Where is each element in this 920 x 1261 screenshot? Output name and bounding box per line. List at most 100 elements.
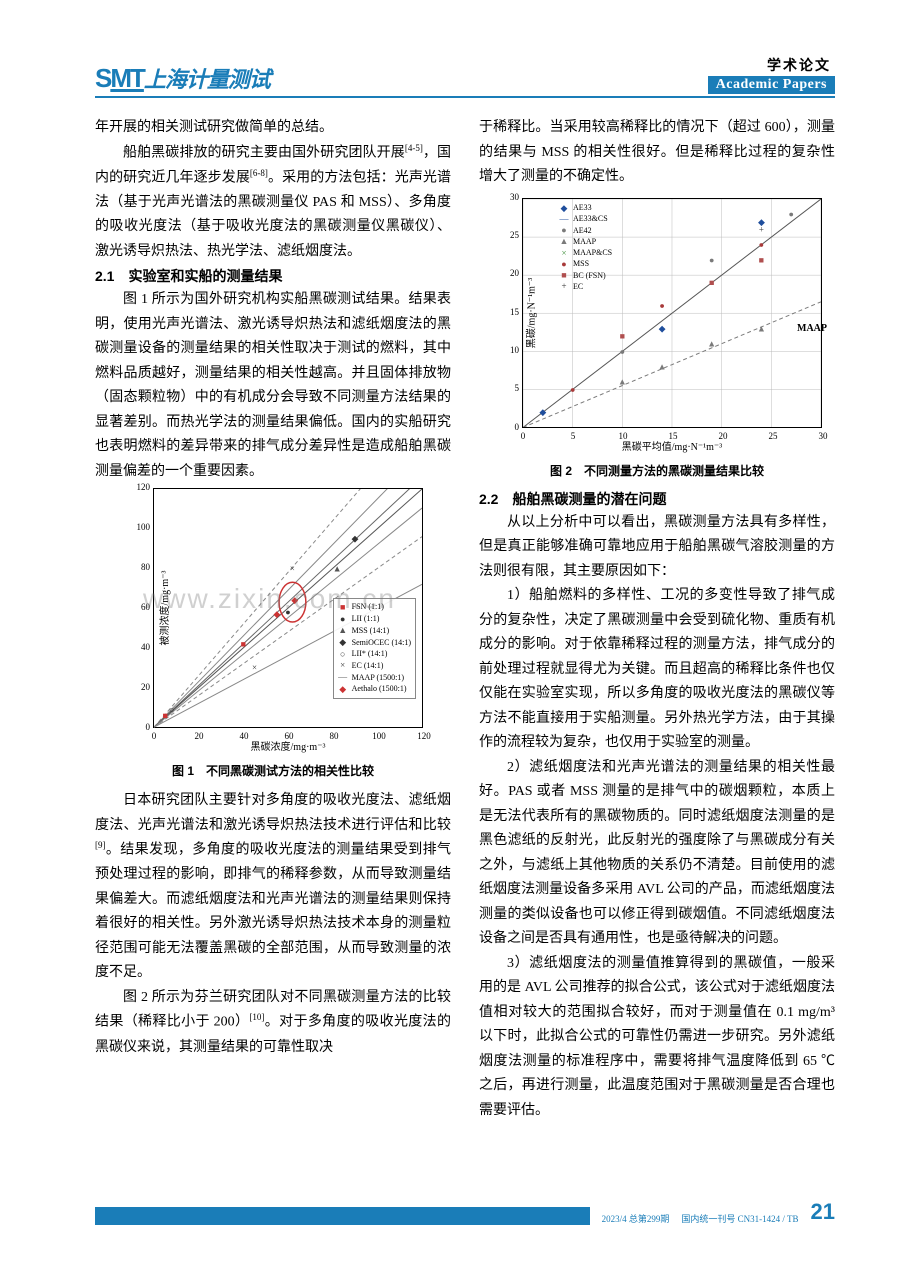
tick-label: 20	[195, 731, 204, 741]
legend-item: —MAAP (1500:1)	[338, 672, 411, 684]
body-text: 图 2 所示为芬兰研究团队对不同黑碳测量方法的比较结果（稀释比小于 200）[1…	[95, 986, 451, 1060]
chart-2-ylabel: 黑碳/mg·N⁻¹m⁻³	[523, 277, 538, 347]
right-column: 于稀释比。当采用较高稀释比的情况下（超过 600），测量的结果与 MSS 的相关…	[479, 116, 835, 1123]
footer-issue: 2023/4 总第299期	[602, 1212, 670, 1225]
citation: [9]	[95, 840, 106, 850]
svg-text:▲: ▲	[658, 361, 667, 371]
two-column-body: 年开展的相关测试研究做简单的总结。 船舶黑碳排放的研究主要由国外研究团队开展[4…	[95, 116, 835, 1123]
tick-label: 0	[134, 722, 150, 732]
svg-text:◆: ◆	[659, 323, 666, 333]
body-text: 从以上分析中可以看出，黑碳测量方法具有多样性，但是真正能够准确可靠地应用于船舶黑…	[479, 511, 835, 585]
svg-text:■: ■	[759, 254, 764, 264]
tick-label: 5	[571, 431, 576, 441]
figure-2-caption: 图 2 不同测量方法的黑碳测量结果比较	[492, 462, 822, 479]
legend-item: ○LII* (14:1)	[338, 649, 411, 661]
svg-text:×: ×	[252, 663, 257, 673]
chart-1-plot: ■■●▲◆×○◆◆× 被测浓度/mg·m⁻³ 黑碳浓度/mg·m⁻³ ■FSN …	[153, 488, 423, 728]
tick-label: 100	[134, 522, 150, 532]
text-run: 。结果发现，多角度的吸收光度法的测量结果受到排气预处理过程的影响，即排气的稀释参…	[95, 843, 451, 981]
section-badge: 学术论文 Academic Papers	[708, 55, 835, 94]
figure-1-caption: 图 1 不同黑碳测试方法的相关性比较	[123, 762, 423, 779]
tick-label: 5	[503, 383, 519, 393]
tick-label: 25	[503, 230, 519, 240]
footer-issn: 国内统一刊号 CN31-1424 / TB	[681, 1212, 798, 1225]
svg-text:◆: ◆	[352, 534, 359, 544]
citation: [10]	[249, 1012, 264, 1022]
legend-item: ×EC (14:1)	[338, 660, 411, 672]
svg-text:●: ●	[570, 384, 575, 394]
svg-text:●: ●	[620, 346, 625, 356]
svg-text:▲: ▲	[618, 376, 627, 386]
tick-label: 0	[503, 422, 519, 432]
legend-item: ×MAAP&CS	[559, 248, 612, 259]
tick-label: 120	[134, 482, 150, 492]
legend-item: +EC	[559, 281, 612, 292]
svg-text:●: ●	[659, 300, 664, 310]
svg-text:◆: ◆	[539, 407, 546, 417]
page-root: SMT上海计量测试 SHANGHAI MEASUREMENT AND TESTI…	[0, 0, 920, 1123]
svg-text:▲: ▲	[707, 338, 716, 348]
tick-label: 80	[134, 562, 150, 572]
chart-1-ylabel: 被测浓度/mg·m⁻³	[156, 571, 171, 646]
body-text: 日本研究团队主要针对多角度的吸收光度法、滤纸烟度法、光声光谱法和激光诱导炽热法技…	[95, 789, 451, 986]
svg-text:+: +	[759, 224, 764, 234]
svg-text:■: ■	[620, 331, 625, 341]
body-text: 年开展的相关测试研究做简单的总结。	[95, 116, 451, 141]
legend-item: ■FSN (1:1)	[338, 602, 411, 614]
tick-label: 20	[134, 682, 150, 692]
tick-label: 0	[152, 731, 157, 741]
tick-label: 15	[503, 307, 519, 317]
page-footer: 2023/4 总第299期 国内统一刊号 CN31-1424 / TB 21	[95, 1199, 835, 1225]
journal-logo: SMT上海计量测试 SHANGHAI MEASUREMENT AND TESTI…	[95, 62, 270, 94]
svg-text:●: ●	[788, 209, 793, 219]
tick-label: 60	[134, 602, 150, 612]
svg-text:■: ■	[709, 277, 714, 287]
svg-text:■: ■	[162, 711, 167, 721]
tick-label: 40	[240, 731, 249, 741]
footer-bar	[95, 1207, 590, 1225]
tick-label: 10	[503, 345, 519, 355]
tick-label: 0	[521, 431, 526, 441]
legend-item: ●MSS	[559, 259, 612, 270]
tick-label: 40	[134, 642, 150, 652]
left-column: 年开展的相关测试研究做简单的总结。 船舶黑碳排放的研究主要由国外研究团队开展[4…	[95, 116, 451, 1123]
tick-label: 80	[330, 731, 339, 741]
chart-1-legend: ■FSN (1:1)●LII (1:1)▲MSS (14:1)◆SemiOCEC…	[333, 598, 416, 700]
body-text: 于稀释比。当采用较高稀释比的情况下（超过 600），测量的结果与 MSS 的相关…	[479, 116, 835, 190]
legend-item: ▲MAAP	[559, 236, 612, 247]
tick-label: 30	[503, 192, 519, 202]
tick-label: 20	[503, 268, 519, 278]
svg-text:▲: ▲	[333, 564, 342, 574]
svg-text:●: ●	[285, 607, 290, 617]
text-run: 船舶黑碳排放的研究主要由国外研究团队开展	[123, 145, 405, 160]
page-header: SMT上海计量测试 SHANGHAI MEASUREMENT AND TESTI…	[95, 55, 835, 98]
svg-text:●: ●	[759, 239, 764, 249]
section-label-en: Academic Papers	[708, 76, 835, 94]
tick-label: 60	[285, 731, 294, 741]
tick-label: 120	[417, 731, 431, 741]
tick-label: 20	[719, 431, 728, 441]
svg-text:▲: ▲	[757, 323, 766, 333]
chart-2-maap-label: MAAP	[797, 323, 827, 334]
citation: [4-5]	[405, 143, 423, 153]
subsection-heading: 2.2 船舶黑碳测量的潜在问题	[479, 489, 835, 509]
chart-2-legend: ◆AE33—AE33&CS●AE42▲MAAP×MAAP&CS●MSS■BC (…	[559, 203, 612, 293]
body-text: 1）船舶燃料的多样性、工况的多变性导致了排气成分的复杂性，决定了黑碳测量中会受到…	[479, 584, 835, 756]
svg-text:■: ■	[241, 639, 246, 649]
legend-item: ▲MSS (14:1)	[338, 625, 411, 637]
tick-label: 15	[669, 431, 678, 441]
body-text: 船舶黑碳排放的研究主要由国外研究团队开展[4-5]，国内的研究近几年逐步发展[6…	[95, 141, 451, 265]
logo-abbr: SMT	[95, 63, 144, 93]
legend-item: ●AE42	[559, 225, 612, 236]
legend-item: ◆SemiOCEC (14:1)	[338, 637, 411, 649]
svg-text:×: ×	[290, 564, 295, 574]
tick-label: 25	[769, 431, 778, 441]
body-text: 2）滤纸烟度法和光声光谱法的测量结果的相关性最好。PAS 或者 MSS 测量的是…	[479, 756, 835, 952]
legend-item: ■BC (FSN)	[559, 270, 612, 281]
footer-page-number: 21	[811, 1199, 835, 1225]
tick-label: 100	[372, 731, 386, 741]
svg-text:●: ●	[709, 254, 714, 264]
figure-1: ■■●▲◆×○◆◆× 被测浓度/mg·m⁻³ 黑碳浓度/mg·m⁻³ ■FSN …	[123, 488, 423, 779]
svg-text:◆: ◆	[291, 595, 298, 605]
body-text: 3）滤纸烟度法的测量值推算得到的黑碳值，一般采用的是 AVL 公司推荐的拟合公式…	[479, 952, 835, 1124]
